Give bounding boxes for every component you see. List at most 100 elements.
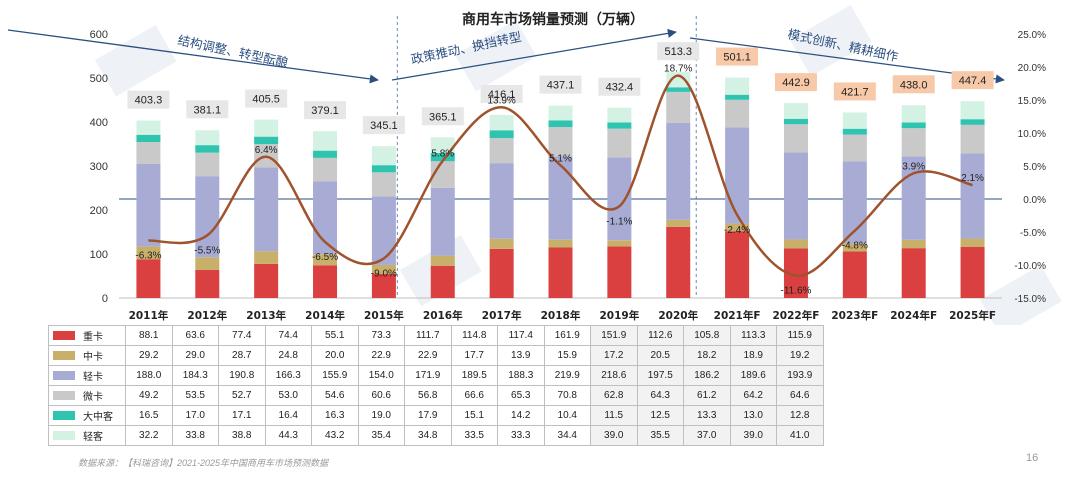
watermark-shape <box>95 25 177 97</box>
table-cell: 35.5 <box>636 425 684 446</box>
growth-label: 2.1% <box>961 173 984 184</box>
bar-segment <box>666 87 691 92</box>
table-cell: 18.9 <box>729 345 777 366</box>
table-cell: 111.7 <box>404 325 452 346</box>
table-cell: 189.5 <box>450 365 498 386</box>
bar-segment <box>430 255 455 266</box>
total-label: 437.1 <box>547 80 575 92</box>
series-legend-cell: 微卡 <box>48 385 126 406</box>
table-cell: 60.6 <box>357 385 405 406</box>
bar-segment <box>195 145 220 153</box>
growth-label: 5.8% <box>431 149 454 160</box>
bar-segment <box>901 128 926 157</box>
phase-label: 结构调整、转型酝酿 <box>176 32 290 70</box>
y-left-tick-label: 500 <box>90 73 108 85</box>
series-legend-cell: 重卡 <box>48 325 126 346</box>
table-cell: 20.5 <box>636 345 684 366</box>
total-label: 501.1 <box>723 52 751 64</box>
bar-segment <box>607 107 632 123</box>
table-row: 中卡 29.2 29.0 28.7 24.8 20.0 22.9 22.9 17.7 13.9 15… <box>48 345 824 366</box>
table-cell: 12.8 <box>776 405 824 426</box>
bar-segment <box>254 136 279 145</box>
bar-segment <box>430 152 455 162</box>
bar-segment <box>371 165 396 173</box>
table-cell: 35.4 <box>357 425 405 446</box>
table-cell: 28.7 <box>218 345 266 366</box>
table-cell: 14.2 <box>497 405 545 426</box>
table-cell: 61.2 <box>683 385 731 406</box>
growth-label: -5.5% <box>194 245 220 256</box>
bar-segment <box>371 264 396 274</box>
bar-segment <box>489 248 514 298</box>
table-cell: 29.0 <box>171 345 219 366</box>
bar-segment <box>489 238 514 249</box>
table-cell: 117.4 <box>497 325 545 346</box>
total-label-box <box>951 71 994 90</box>
table-row: 轻客 32.2 33.8 38.8 44.3 43.2 35.4 34.8 33.5 33.3 34… <box>48 425 824 446</box>
table-cell: 13.0 <box>729 405 777 426</box>
total-label: 381.1 <box>194 104 222 116</box>
watermark-shape <box>790 5 872 77</box>
table-cell: 56.8 <box>404 385 452 406</box>
growth-label: 5.1% <box>549 153 572 164</box>
bar-segment <box>842 134 867 162</box>
bar-segment <box>371 196 396 265</box>
total-label-box <box>362 116 405 135</box>
total-label-box <box>480 84 523 103</box>
bar-segment <box>548 127 573 157</box>
table-cell: 13.9 <box>497 345 545 366</box>
total-label: 345.1 <box>370 120 398 132</box>
x-category-label: 2019年 <box>599 309 639 322</box>
bar-segment <box>666 123 691 220</box>
table-cell: 33.5 <box>450 425 498 446</box>
bar-segment <box>725 94 750 100</box>
bar-segment <box>136 134 161 143</box>
bar-segment <box>430 187 455 256</box>
y-right-tick-label: -15.0% <box>1014 294 1046 305</box>
table-cell: 112.6 <box>636 325 684 346</box>
bar-segment <box>195 152 220 177</box>
table-cell: 115.9 <box>776 325 824 346</box>
bar-segment <box>136 120 161 135</box>
total-label: 447.4 <box>959 75 987 87</box>
bar-segment <box>783 239 808 249</box>
bar-segment <box>783 124 808 153</box>
total-label-box <box>774 73 817 92</box>
table-cell: 186.2 <box>683 365 731 386</box>
bar-segment <box>842 251 867 298</box>
bar-segment <box>313 131 338 151</box>
bar-segment <box>842 128 867 135</box>
bar-segment <box>783 103 808 119</box>
table-cell: 15.1 <box>450 405 498 426</box>
watermark-shape <box>979 265 1062 325</box>
bar-segment <box>313 157 338 182</box>
phase-arrow <box>7 29 379 84</box>
table-cell: 64.3 <box>636 385 684 406</box>
table-cell: 189.6 <box>729 365 777 386</box>
source-note: 数据来源：【科瑞咨询】2021-2025年中国商用车市场预测数据 <box>78 458 329 468</box>
table-cell: 188.3 <box>497 365 545 386</box>
growth-label: 18.7% <box>664 64 692 75</box>
x-category-label: 2025年F <box>949 309 996 322</box>
x-category-label: 2017年 <box>482 309 522 322</box>
table-cell: 151.9 <box>590 325 638 346</box>
x-category-label: 2020年 <box>658 309 698 322</box>
table-cell: 70.8 <box>543 385 591 406</box>
total-label: 405.5 <box>252 94 280 106</box>
table-row: 大中客 16.5 17.0 17.1 16.4 16.3 19.0 17.9 15.1 14.2 1… <box>48 405 824 426</box>
y-left-tick-label: 300 <box>90 161 108 173</box>
table-cell: 39.0 <box>729 425 777 446</box>
y-right-tick-label: 25.0% <box>1018 30 1046 41</box>
y-left-tick-label: 100 <box>90 249 108 261</box>
total-label-box <box>421 107 464 126</box>
series-name: 中卡 <box>83 352 103 363</box>
bar-segment <box>195 176 220 258</box>
growth-rate-line <box>148 74 973 277</box>
bar-segment <box>960 119 985 125</box>
bar-segment <box>960 238 985 248</box>
bar-segment <box>371 172 396 197</box>
x-category-label: 2022年F <box>773 309 820 322</box>
table-cell: 64.6 <box>776 385 824 406</box>
table-cell: 184.3 <box>171 365 219 386</box>
total-label-box <box>304 101 347 120</box>
